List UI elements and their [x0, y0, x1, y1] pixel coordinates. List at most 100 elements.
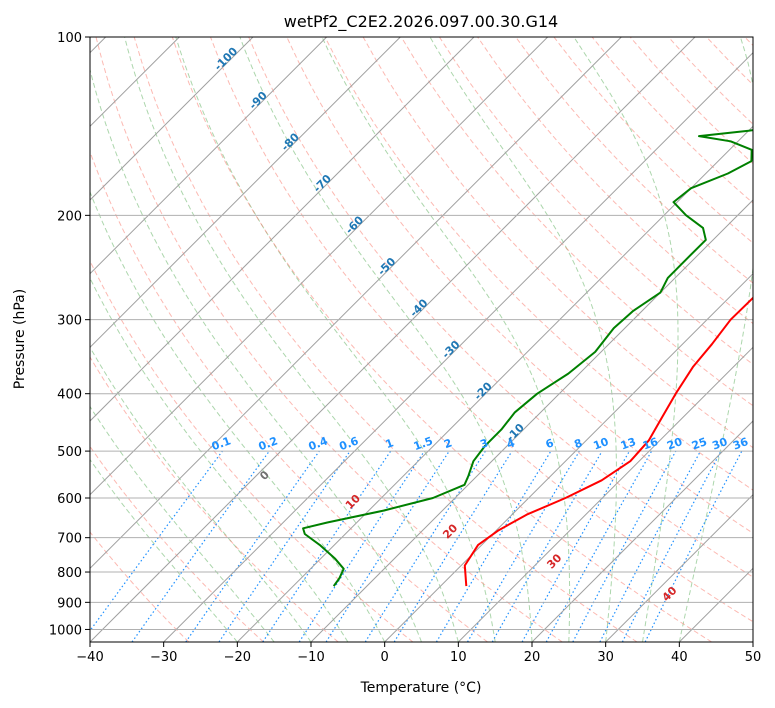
- moist-adiabat: [321, 37, 571, 642]
- mixing-ratio-line: [262, 450, 392, 642]
- mixing-ratio-line: [298, 450, 425, 642]
- moist-adiabat: [90, 405, 275, 642]
- dry-adiabat: [95, 37, 563, 642]
- mixing-ratio-line: [545, 450, 653, 642]
- y-tick-label: 1000: [49, 623, 82, 638]
- isotherm-line: [90, 37, 696, 642]
- mixing-ratio-line: [644, 450, 743, 642]
- dry-adiabat: [90, 150, 488, 642]
- mixing-ratio-label: 1: [384, 436, 396, 451]
- profiles: [302, 129, 753, 587]
- isotherm-line: [457, 346, 753, 642]
- moist-adiabat: [90, 277, 349, 642]
- x-tick-label: −30: [150, 650, 177, 665]
- isotherm-line: [90, 37, 549, 496]
- isotherm-line: [163, 51, 753, 642]
- mixing-ratio-line: [521, 450, 631, 642]
- x-tick-label: 30: [597, 650, 614, 665]
- x-tick-label: 10: [450, 650, 467, 665]
- mixing-ratio-label: 1.5: [412, 434, 435, 453]
- y-axis-ticks: 100 200 300 400 500 600 700 800 900 1000: [49, 31, 90, 638]
- dry-adiabat: [438, 37, 753, 366]
- x-tick-label: 0: [381, 650, 389, 665]
- mixing-ratio-line: [185, 450, 320, 642]
- y-tick-label: 800: [57, 566, 82, 581]
- isotherm-line: [90, 37, 622, 570]
- mixing-ratio-label: 36: [731, 435, 750, 453]
- mixing-ratio-line: [393, 450, 513, 642]
- mixing-ratio-lines: [90, 450, 743, 642]
- dry-adiabat: [248, 37, 753, 578]
- mixing-ratio-label: 4: [505, 436, 517, 451]
- mixing-ratio-line: [572, 450, 677, 642]
- mixing-ratio-label: 25: [690, 435, 709, 452]
- x-tick-label: −10: [297, 650, 324, 665]
- x-tick-label: 20: [524, 650, 541, 665]
- chart-title: wetPf2_C2E2.2026.097.00.30.G14: [284, 12, 558, 32]
- moist-adiabat: [90, 458, 238, 642]
- y-tick-label: 600: [57, 492, 82, 507]
- moist-adiabat: [429, 37, 617, 642]
- mixing-ratio-label: 10: [592, 435, 611, 453]
- moist-adiabat: [124, 37, 459, 642]
- isotherm-line: [90, 37, 401, 349]
- mixing-ratio-label: 2: [442, 436, 454, 451]
- y-tick-label: 300: [57, 314, 82, 329]
- x-tick-label: 50: [745, 650, 762, 665]
- y-tick-label: 500: [57, 445, 82, 460]
- y-tick-label: 900: [57, 596, 82, 611]
- isotherm-line: [605, 493, 753, 642]
- mixing-ratio-label: 3: [478, 436, 490, 451]
- x-tick-label: −20: [224, 650, 251, 665]
- y-tick-label: 400: [57, 388, 82, 403]
- mixing-ratio-label: 13: [619, 435, 638, 452]
- dry-adiabat: [90, 531, 190, 642]
- mixing-ratio-label: 0.6: [338, 434, 361, 453]
- isotherm-line: [90, 37, 475, 422]
- isotherm-line: [90, 37, 328, 275]
- x-tick-label: 40: [671, 650, 688, 665]
- isotherm-line: [531, 420, 753, 642]
- mixing-ratio-label: 30: [710, 435, 729, 453]
- mixing-ratio-line: [218, 450, 351, 642]
- moist-adiabat: [239, 37, 533, 642]
- isotherm-line: [236, 125, 753, 642]
- y-tick-label: 200: [57, 209, 82, 224]
- mixing-ratio-line: [90, 450, 223, 632]
- isotherm-line: [310, 199, 753, 642]
- mixing-ratio-label: 0.4: [307, 434, 330, 453]
- profile-line: [302, 129, 753, 587]
- dry-adiabat: [515, 37, 753, 284]
- x-axis-ticks: −40 −30 −20 −10 0 10 20 30 40 50: [76, 642, 761, 665]
- isotherm-line: [384, 272, 753, 642]
- isotherm-line: [90, 37, 254, 201]
- profile-line: [463, 296, 753, 587]
- dry-adiabat: [210, 37, 753, 623]
- isotherms: [90, 37, 753, 642]
- x-axis-label: Temperature (°C): [360, 680, 482, 696]
- moist-adiabat: [175, 37, 496, 642]
- dry-adiabat: [90, 356, 339, 642]
- y-tick-label: 700: [57, 532, 82, 547]
- mixing-ratio-label: 0.2: [257, 434, 280, 453]
- plot-frame: [89, 36, 754, 643]
- mixing-ratio-label: 0.1: [210, 434, 233, 453]
- mixing-ratio-line: [325, 450, 450, 642]
- mixing-ratio-label: 6: [544, 436, 556, 451]
- y-tick-label: 100: [57, 31, 82, 46]
- pressure-gridlines: [90, 37, 753, 630]
- dry-adiabat: [133, 37, 638, 642]
- moist-adiabat: [90, 67, 422, 642]
- mixing-ratio-label: 16: [641, 435, 660, 453]
- x-tick-label: −40: [76, 650, 103, 665]
- dry-adiabat: [324, 37, 753, 491]
- dry-adiabat: [90, 445, 264, 642]
- dry-adiabat: [400, 37, 753, 407]
- mixing-ratio-label: 20: [665, 435, 684, 453]
- moist-adiabat: [573, 37, 679, 642]
- mixing-ratio-label: 8: [572, 436, 584, 451]
- dry-adiabat: [171, 37, 712, 642]
- mixing-ratio-line: [131, 450, 270, 642]
